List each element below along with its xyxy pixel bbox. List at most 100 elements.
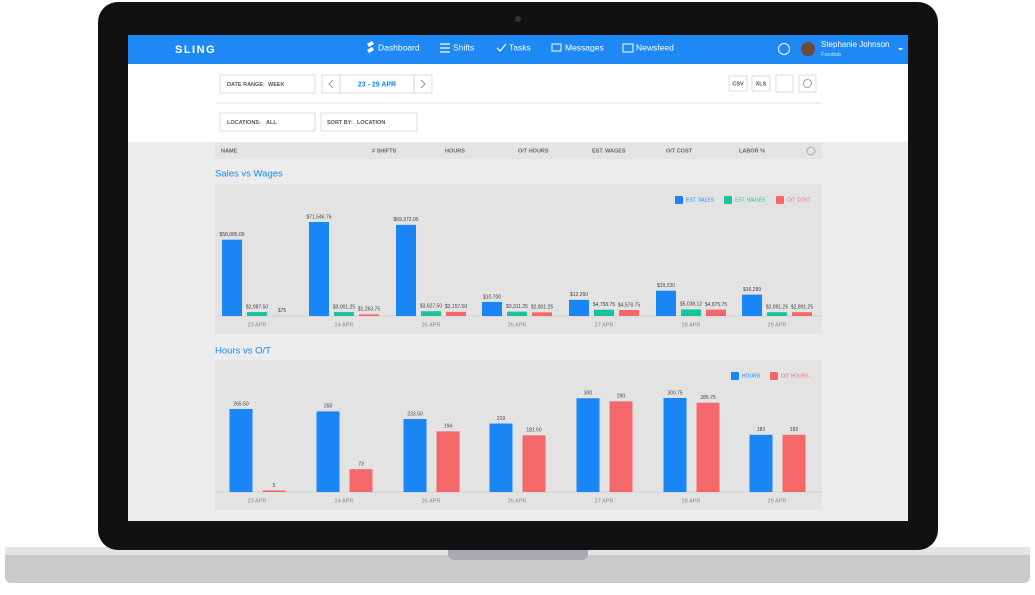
bar bbox=[532, 312, 552, 316]
data-label: 285.75 bbox=[700, 395, 716, 401]
bar bbox=[247, 312, 267, 316]
data-label: $4,875.75 bbox=[705, 302, 727, 308]
user-org: Foodlab bbox=[821, 52, 841, 58]
chart-panel bbox=[215, 184, 822, 334]
data-label: 183 bbox=[757, 427, 766, 433]
bar bbox=[490, 424, 513, 492]
bar bbox=[656, 291, 676, 316]
column-header: EST. WAGES bbox=[592, 148, 626, 154]
bar bbox=[263, 490, 286, 492]
data-label: $2,891.25 bbox=[766, 305, 788, 311]
bar bbox=[783, 435, 806, 492]
bar bbox=[767, 312, 787, 316]
data-label: 265.50 bbox=[233, 401, 249, 407]
data-label: $3,001.25 bbox=[333, 304, 355, 310]
legend-label: O/T HOURS bbox=[781, 373, 809, 379]
column-header: HOURS bbox=[445, 148, 465, 154]
export-csv[interactable]: CSV bbox=[732, 81, 744, 87]
data-label: $58,085.09 bbox=[219, 232, 244, 238]
avatar[interactable] bbox=[801, 42, 815, 56]
bar bbox=[697, 403, 720, 492]
bar bbox=[619, 310, 639, 316]
category-label: 23 APR bbox=[248, 498, 267, 504]
category-label: 23 APR bbox=[248, 322, 267, 328]
data-label: $2,891.25 bbox=[791, 305, 813, 311]
category-label: 28 APR bbox=[682, 322, 701, 328]
category-label: 29 APR bbox=[768, 498, 787, 504]
bar bbox=[350, 469, 373, 492]
category-label: 27 APR bbox=[595, 498, 614, 504]
data-label: $71,546.76 bbox=[306, 214, 331, 220]
data-label: $3,627.50 bbox=[420, 304, 442, 310]
column-header: NAME bbox=[221, 148, 238, 154]
data-label: $3,157.50 bbox=[445, 304, 467, 310]
category-label: 28 APR bbox=[682, 498, 701, 504]
data-label: 300.75 bbox=[667, 390, 683, 396]
category-label: 27 APR bbox=[595, 322, 614, 328]
nav-item[interactable]: Messages bbox=[565, 42, 604, 52]
bar bbox=[507, 312, 527, 316]
bar bbox=[577, 398, 600, 492]
chart-title: Sales vs Wages bbox=[215, 169, 283, 180]
nav-item[interactable]: Dashboard bbox=[378, 42, 420, 52]
data-label: 5 bbox=[273, 483, 276, 489]
nav-item[interactable]: Shifts bbox=[453, 42, 474, 52]
data-label: $69,372.05 bbox=[393, 217, 418, 223]
category-label: 26 APR bbox=[508, 498, 527, 504]
bar bbox=[421, 311, 441, 316]
data-label: $12,260 bbox=[570, 292, 588, 298]
category-label: 25 APR bbox=[422, 322, 441, 328]
bar bbox=[594, 310, 614, 316]
data-label: 219 bbox=[497, 416, 506, 422]
nav-item[interactable]: Tasks bbox=[509, 42, 531, 52]
bar bbox=[446, 312, 466, 316]
print-button[interactable] bbox=[776, 75, 793, 92]
bar bbox=[359, 314, 379, 316]
category-label: 24 APR bbox=[335, 498, 354, 504]
bar bbox=[334, 312, 354, 316]
bar bbox=[569, 300, 589, 316]
data-label: $5,038.12 bbox=[680, 302, 702, 308]
legend-swatch bbox=[770, 372, 778, 380]
bar bbox=[750, 435, 773, 492]
data-label: 233.50 bbox=[407, 411, 423, 417]
brand: SLING bbox=[175, 44, 216, 56]
data-label: $2,801.25 bbox=[531, 305, 553, 311]
data-label: 300 bbox=[584, 391, 593, 397]
bar bbox=[792, 312, 812, 316]
bar bbox=[230, 409, 253, 492]
data-label: $4,578.75 bbox=[618, 302, 640, 308]
category-label: 24 APR bbox=[335, 322, 354, 328]
date-range-value: WEEK bbox=[268, 82, 285, 88]
data-label: $75 bbox=[278, 308, 287, 314]
bar bbox=[706, 310, 726, 316]
column-header: # SHIFTS bbox=[372, 148, 396, 154]
export-xls[interactable]: XLS bbox=[756, 81, 767, 87]
bar bbox=[681, 309, 701, 316]
bar bbox=[396, 225, 416, 316]
data-label: 183 bbox=[790, 427, 799, 433]
settings-button[interactable] bbox=[799, 75, 816, 92]
data-label: 181.50 bbox=[526, 428, 542, 434]
bar bbox=[309, 222, 329, 316]
data-label: 258 bbox=[324, 404, 333, 410]
legend-swatch bbox=[675, 196, 683, 204]
bar bbox=[610, 401, 633, 492]
data-label: 73 bbox=[358, 462, 364, 468]
category-label: 26 APR bbox=[508, 322, 527, 328]
user-name[interactable]: Stephanie Johnson bbox=[821, 40, 890, 49]
category-label: 29 APR bbox=[768, 322, 787, 328]
chart-panel bbox=[215, 360, 822, 510]
locations-value: ALL bbox=[266, 120, 277, 126]
locations-label: LOCATIONS: bbox=[227, 120, 261, 126]
camera bbox=[515, 16, 521, 22]
legend-label: EST. SALES bbox=[686, 197, 715, 203]
bar bbox=[742, 295, 762, 316]
bar bbox=[664, 398, 687, 492]
week: 23 - 29 APR bbox=[358, 81, 396, 88]
data-label: $2,987.50 bbox=[246, 304, 268, 310]
nav-item[interactable]: Newsfeed bbox=[636, 42, 674, 52]
legend-swatch bbox=[731, 372, 739, 380]
sort-label: SORT BY: bbox=[327, 120, 353, 126]
